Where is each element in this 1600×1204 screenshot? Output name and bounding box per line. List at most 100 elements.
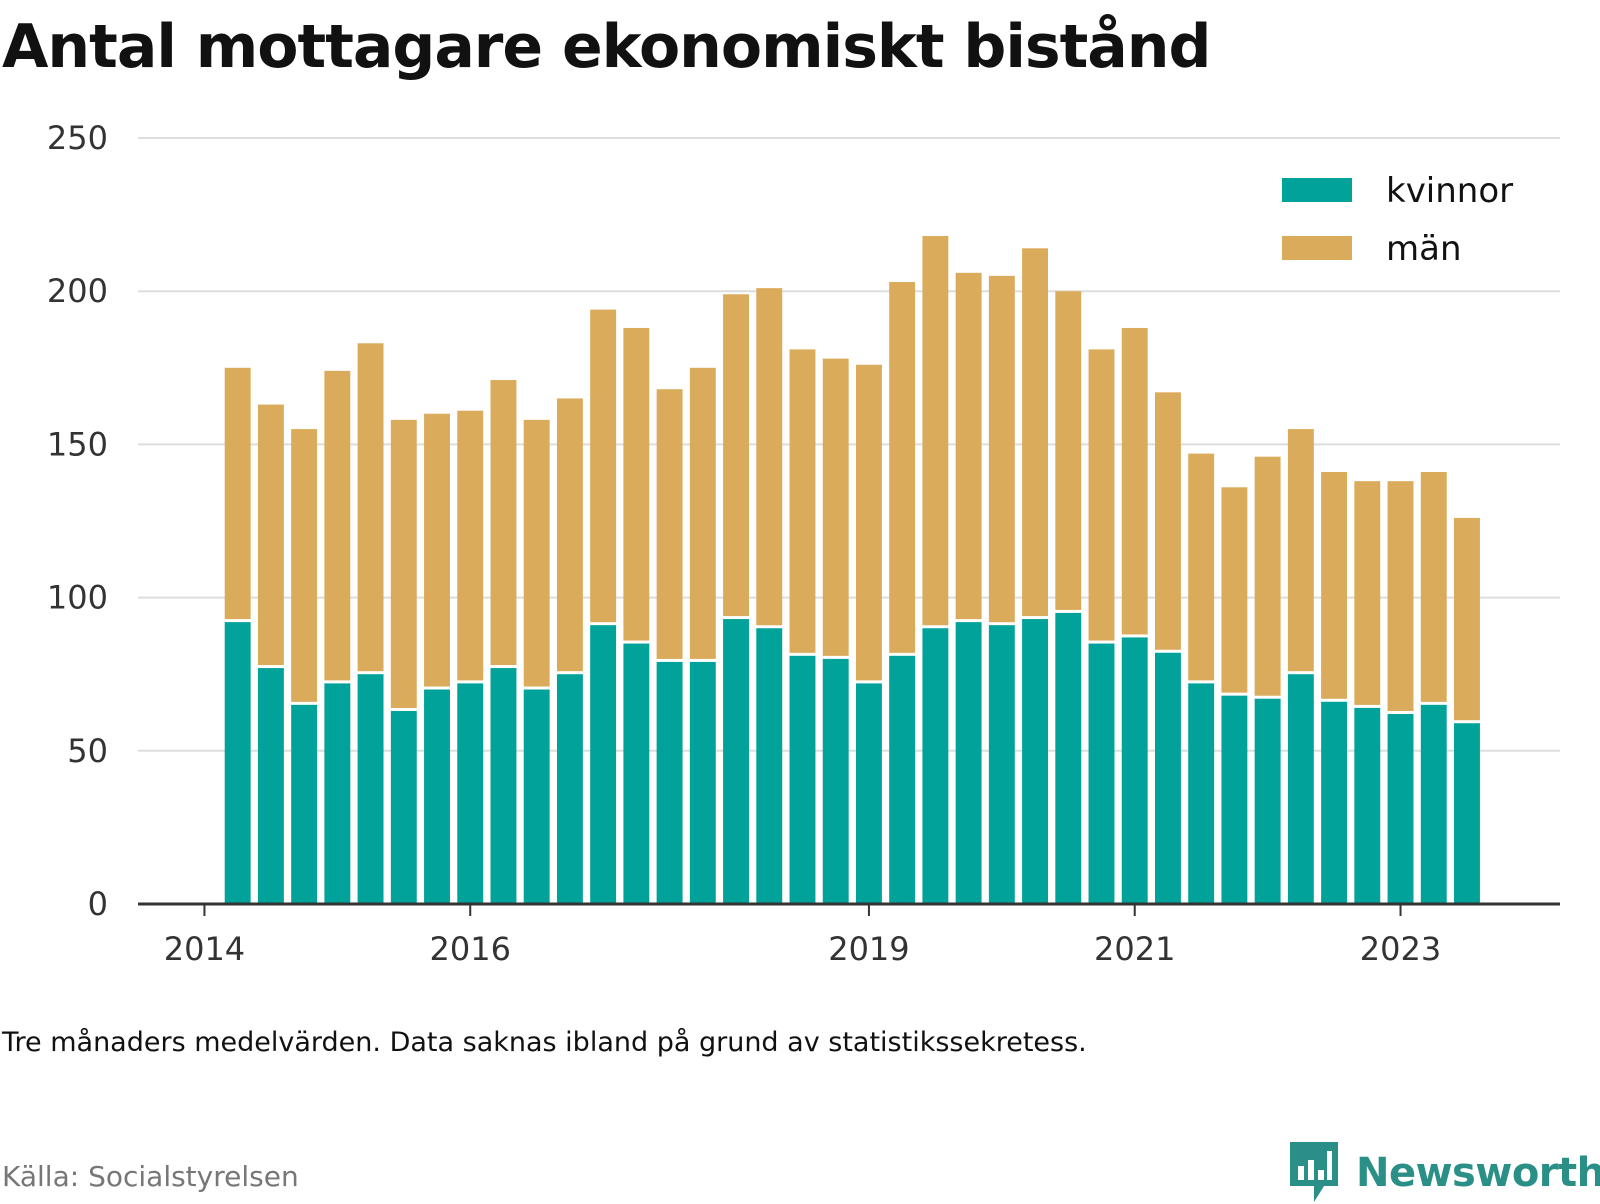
bar-kvinnor [1055,612,1082,904]
bar-man [789,349,816,653]
bar-kvinnor [357,674,384,904]
legend-swatch-kvinnor [1282,178,1352,202]
x-tick-label: 2014 [164,930,245,968]
x-tick-label: 2016 [430,930,511,968]
bar-man [855,364,882,681]
y-tick-label: 0 [88,885,108,923]
source-label: Källa: Socialstyrelsen [2,1160,299,1193]
legend: kvinnor män [1282,171,1513,269]
bar-man [457,410,484,681]
bar-man [1354,481,1381,705]
bar-man [1287,429,1314,672]
legend-swatch-man [1282,236,1352,260]
bar-kvinnor [955,622,982,904]
bar-man [257,404,284,666]
bar-kvinnor [656,661,683,904]
legend-label: kvinnor [1386,171,1513,211]
stacked-bar-chart: 0 50 100 150 200 250 2014 2016 2019 2021 2023 kvin… [47,119,1560,968]
bar-man [988,275,1015,623]
bars [224,236,1480,904]
bar-kvinnor [1154,652,1181,904]
bar-man [490,380,517,666]
x-tick-label: 2023 [1360,930,1441,968]
bar-kvinnor [556,674,583,904]
bar-man [1454,517,1480,721]
y-tick-label: 250 [47,119,108,157]
bar-kvinnor [1254,698,1281,904]
bar-kvinnor [490,668,517,904]
bar-man [1121,327,1148,635]
bar-kvinnor [855,683,882,904]
axes: 0 50 100 150 200 250 2014 2016 2019 2021 2023 [47,119,1560,968]
bar-kvinnor [390,710,417,904]
bar-kvinnor [1022,619,1049,904]
bar-man [1254,456,1281,696]
bar-kvinnor [723,619,749,904]
bar-kvinnor [922,628,949,904]
bar-kvinnor [224,622,251,904]
bar-kvinnor [1354,707,1381,904]
bar-kvinnor [1321,701,1348,904]
bar-man [523,419,550,687]
bar-kvinnor [1387,714,1414,904]
bar-man [889,282,916,653]
bar-man [1154,392,1181,650]
y-tick-label: 200 [47,272,108,310]
bar-kvinnor [457,683,484,904]
bar-kvinnor [822,658,849,904]
bar-man [1022,248,1049,617]
bar-man [224,367,251,620]
bar-man [1088,349,1115,641]
brand-name: Newsworthy [1356,1150,1600,1196]
bar-man [955,272,982,620]
bar-man [656,389,683,659]
bar-man [556,398,583,672]
chart-note: Tre månaders medelvärden. Data saknas ib… [2,1027,1087,1058]
bar-man [1188,453,1215,681]
bar-man [1387,481,1414,712]
bar-kvinnor [756,628,783,904]
bar-kvinnor [291,704,318,904]
bar-kvinnor [889,655,916,904]
bar-kvinnor [257,668,284,904]
brand-logo: Newsworthy [1290,1142,1600,1204]
bar-man [756,288,783,626]
bar-kvinnor [1420,704,1447,904]
bar-man [1055,291,1082,610]
bar-man [689,367,716,659]
chart-title: Antal mottagare ekonomiskt bistånd [2,12,1211,82]
bar-kvinnor [689,661,716,904]
legend-label: män [1386,229,1462,269]
bar-kvinnor [1088,643,1115,904]
bar-man [424,413,450,687]
bar-kvinnor [1121,637,1148,904]
y-tick-label: 100 [47,579,108,617]
bar-kvinnor [424,689,450,904]
bar-man [922,236,949,626]
bar-man [723,294,749,617]
bar-kvinnor [789,655,816,904]
bar-man [324,370,351,681]
bar-man [357,343,384,672]
x-tick-label: 2021 [1094,930,1175,968]
bar-kvinnor [523,689,550,904]
bar-man [590,309,617,623]
bar-kvinnor [324,683,351,904]
bar-kvinnor [1221,695,1248,904]
y-tick-label: 150 [47,425,108,463]
newsworthy-logo-icon [1290,1142,1338,1202]
bar-man [390,419,417,708]
bar-man [1221,487,1248,693]
bar-kvinnor [1287,674,1314,904]
x-tick-label: 2019 [828,930,909,968]
bar-man [1321,471,1348,699]
bar-man [623,327,650,641]
y-tick-label: 50 [67,732,108,770]
bar-kvinnor [1188,683,1215,904]
bar-kvinnor [590,625,617,904]
bar-man [822,358,849,656]
bar-kvinnor [623,643,650,904]
bar-man [1420,471,1447,702]
bar-kvinnor [1454,723,1480,904]
bar-kvinnor [988,625,1015,904]
